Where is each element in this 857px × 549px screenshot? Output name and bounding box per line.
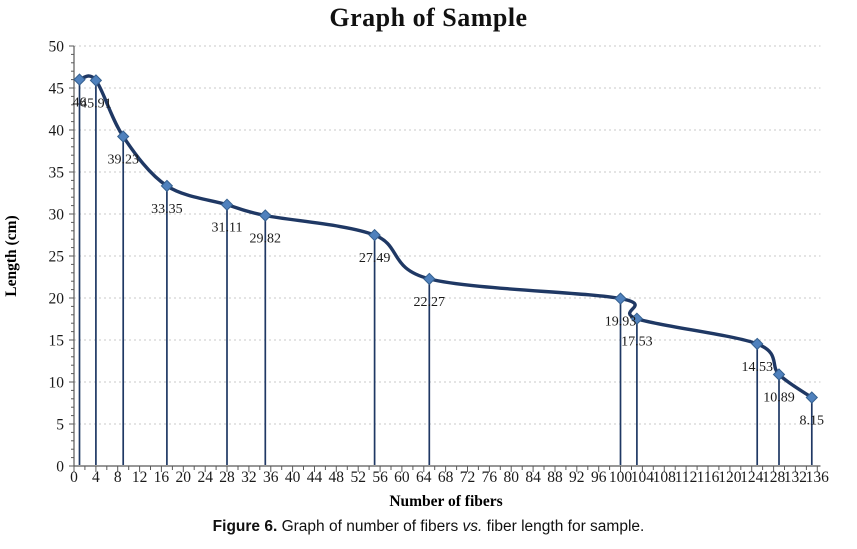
x-tick-label: 136 [806,469,830,486]
caption-text-before: Graph of number of fibers [281,518,459,535]
x-tick-label: 116 [697,469,720,486]
y-tick-label: 35 [49,165,65,182]
series-line [77,74,814,400]
y-tick-label: 40 [49,123,65,140]
data-point-marker [368,228,381,242]
x-tick-label: 112 [675,469,698,486]
x-tick-label: 76 [482,469,498,486]
data-point-marker [423,272,436,286]
data-point-label: 19.93 [605,315,637,330]
data-point-marker [73,73,86,86]
caption-figure-label: Figure 6. [212,518,278,535]
y-tick-label: 10 [49,375,65,392]
x-tick-label: 0 [70,469,78,486]
x-tick-label: 24 [197,469,213,486]
x-tick-label: 60 [394,469,410,486]
y-tick-label: 25 [49,249,65,266]
x-tick-label: 92 [569,469,585,486]
x-tick-label: 104 [631,469,655,486]
x-tick-label: 52 [350,469,366,486]
x-tick-label: 68 [438,469,454,486]
y-axis-title: Length (cm) [3,215,20,296]
y-tick-label: 30 [49,207,65,224]
data-point-label: 46 [73,96,87,111]
data-point-marker [259,209,272,222]
data-point-label: 22.27 [414,295,446,310]
data-point-marker [805,391,819,404]
x-tick-label: 36 [263,469,279,486]
x-tick-label: 56 [372,469,388,486]
data-point-marker [89,74,103,87]
y-tick-label: 50 [49,39,65,56]
chart-title: Graph of Sample [329,3,528,32]
data-point-label: 14.53 [741,360,773,375]
x-tick-label: 80 [503,469,519,486]
x-axis-title: Number of fibers [389,493,502,510]
x-tick-label: 108 [653,469,677,486]
x-tick-label: 28 [219,469,235,486]
x-tick-label: 96 [591,469,607,486]
x-tick-label: 16 [154,469,170,486]
data-point-label: 45.91 [80,96,112,111]
data-point-label: 27.49 [359,251,391,266]
y-tick-label: 15 [49,333,65,350]
x-tick-label: 64 [416,469,432,486]
x-tick-label: 132 [784,469,807,486]
y-tick-label: 5 [56,417,64,434]
data-point-label: 8.15 [800,414,825,429]
data-point-marker [630,312,644,325]
x-tick-label: 44 [307,469,323,486]
data-point-label: 17.53 [621,335,653,350]
x-tick-label: 32 [241,469,257,486]
x-tick-label: 128 [762,469,786,486]
x-tick-label: 84 [525,469,541,486]
data-point-label: 39.23 [107,153,139,168]
x-tick-label: 40 [285,469,301,486]
data-point-marker [116,130,130,143]
data-point-marker [750,337,764,351]
data-point-label: 31.11 [212,221,243,236]
y-tick-label: 0 [56,459,64,476]
x-tick-label: 20 [176,469,192,486]
caption-vs: vs. [462,518,483,535]
x-tick-label: 4 [92,469,100,486]
data-point-label: 33.35 [151,202,183,217]
x-tick-label: 120 [718,469,742,486]
data-point-marker [160,179,174,193]
x-tick-label: 124 [740,469,764,486]
y-tick-label: 45 [49,81,65,98]
x-tick-label: 48 [329,469,345,486]
figure-caption: Figure 6. Graph of number of fibers vs. … [0,518,857,536]
x-tick-label: 88 [547,469,563,486]
data-point-label: 29.82 [250,232,282,247]
data-point-marker [220,198,234,211]
data-point-marker [614,292,627,305]
data-point-label: 10.89 [763,391,795,406]
caption-text-after: fiber length for sample. [486,518,645,535]
x-tick-label: 72 [460,469,476,486]
x-tick-label: 100 [609,469,633,486]
data-point-marker [772,368,786,381]
x-tick-label: 12 [132,469,148,486]
x-tick-label: 8 [114,469,122,486]
y-tick-label: 20 [49,291,65,308]
